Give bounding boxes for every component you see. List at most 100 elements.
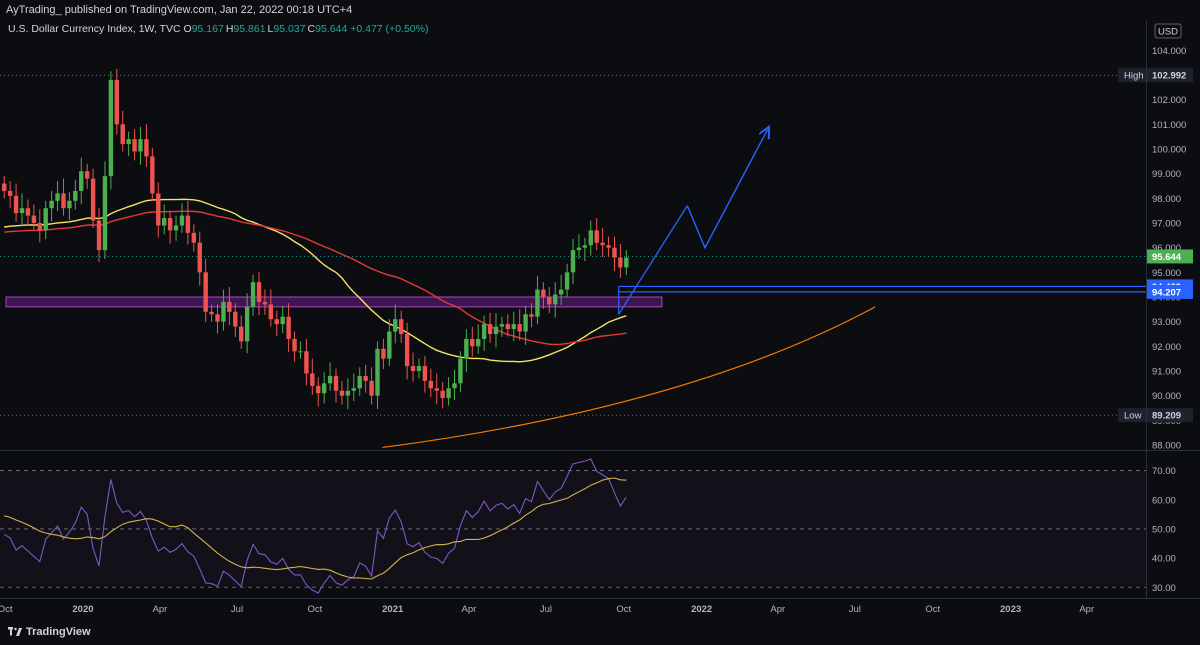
candle-body (345, 390, 351, 396)
svg-text:U.S. Dollar Currency Index, 1W: U.S. Dollar Currency Index, 1W, TVC O95.1… (8, 23, 428, 35)
low-label: L (268, 23, 274, 35)
last-price-label-bg (1147, 249, 1193, 264)
x-tick-label: Jul (849, 604, 861, 615)
candle-body (138, 139, 143, 152)
x-tick-label: Apr (1079, 604, 1094, 615)
candle-body (398, 319, 404, 334)
level-value-label: 102.992 (1152, 71, 1186, 82)
candles (2, 68, 629, 409)
open-label: O (184, 23, 192, 35)
x-tick-label: Oct (307, 604, 322, 615)
candle-body (375, 348, 380, 396)
y-tick-label: 102.000 (1152, 95, 1186, 106)
candle-body (49, 200, 54, 209)
y-tick-label: 92.000 (1152, 342, 1181, 353)
candle-body (298, 351, 303, 353)
change-value: +0.477 (+0.50%) (350, 23, 428, 35)
orange-trend-curve (382, 306, 876, 449)
candle-body (410, 366, 416, 371)
high-label: H (226, 23, 234, 35)
publisher-text: AyTrading_ published on TradingView.com,… (6, 4, 353, 16)
candle-body (446, 388, 451, 399)
rsi-tick-label: 40.00 (1152, 554, 1176, 565)
candle-body (31, 215, 37, 223)
candle-body (363, 375, 368, 381)
candle-body (351, 388, 356, 391)
candle-body (523, 314, 528, 332)
price-pane[interactable] (0, 20, 1146, 450)
y-tick-label: 95.000 (1152, 268, 1181, 279)
candle-body (517, 324, 522, 332)
candle-body (316, 385, 321, 394)
candle-body (244, 306, 250, 342)
candle-body (19, 208, 25, 214)
candle-body (310, 373, 315, 386)
level-value-label: 89.209 (1152, 411, 1181, 422)
level-name-label: Low (1124, 411, 1142, 422)
rsi-indicator (0, 458, 1146, 594)
candle-body (156, 193, 161, 226)
y-tick-label: 97.000 (1152, 219, 1181, 230)
candle-body (422, 366, 428, 381)
candle-body (239, 326, 244, 342)
x-tick-label: Jul (540, 604, 552, 615)
candle-body (185, 215, 191, 233)
candle-body (393, 319, 398, 332)
candle-body (387, 331, 392, 359)
moving-averages (4, 198, 627, 363)
y-tick-label: 96.000 (1152, 243, 1181, 254)
footer: TradingView (0, 620, 1200, 645)
level-name-label: High (1124, 71, 1144, 82)
candle-body (262, 301, 268, 305)
candle-body (37, 223, 42, 231)
candle-body (452, 383, 457, 389)
y-tick-label: 99.000 (1152, 169, 1181, 180)
price-axis[interactable]: 104.000103.000102.000101.000100.00099.00… (1152, 46, 1186, 452)
candle-body (13, 195, 19, 214)
y-tick-label: 90.000 (1152, 391, 1181, 402)
candle-body (600, 242, 605, 246)
candle-body (126, 139, 131, 145)
x-tick-label: Apr (461, 604, 476, 615)
candle-body (161, 218, 167, 226)
x-tick-label: Apr (153, 604, 168, 615)
candle-body (173, 225, 179, 231)
candle-body (221, 301, 226, 322)
candle-body (618, 257, 623, 268)
candle-body (114, 79, 120, 125)
y-tick-label: 101.000 (1152, 120, 1186, 131)
last-price-label: 95.644 (1152, 252, 1182, 263)
candle-body (541, 289, 546, 297)
rsi-pane[interactable] (0, 450, 1146, 598)
candle-body (203, 272, 208, 312)
level-value-label-bg (1147, 408, 1193, 423)
blue-projection-arrow (686, 129, 767, 250)
candle-body (268, 304, 274, 320)
candle-body (327, 375, 333, 384)
candle-body (511, 324, 516, 330)
candle-body (381, 348, 386, 359)
y-tick-label: 91.000 (1152, 367, 1181, 378)
candle-body (558, 289, 564, 295)
candle-body (90, 178, 96, 221)
level-name-bg (1118, 68, 1146, 83)
price-chart[interactable]: U.S. Dollar Currency Index, 1W, TVC O95.1… (0, 20, 1200, 620)
candle-body (250, 282, 256, 307)
rsi-axis[interactable]: 70.00 60.00 50.00 40.00 30.00 (1152, 466, 1176, 594)
candle-body (529, 314, 534, 317)
currency-badge[interactable]: USD (1154, 23, 1182, 39)
candle-body (440, 390, 445, 399)
time-axis[interactable]: Oct 2020 Apr Jul Oct 2021 Apr Jul Oct 2022 Apr Jul O… (0, 604, 1094, 615)
candle-body (274, 319, 279, 325)
candle-body (167, 218, 173, 231)
rsi-line (3, 458, 627, 594)
candle-body (67, 200, 72, 209)
candle-body (2, 183, 7, 191)
candle-body (120, 124, 125, 145)
rsi-ma-line (4, 477, 627, 580)
candle-body (481, 324, 487, 339)
blue-level-label-bg (1147, 284, 1193, 299)
x-tick-label: 2020 (72, 604, 93, 615)
low-value: 95.037 (273, 23, 305, 35)
